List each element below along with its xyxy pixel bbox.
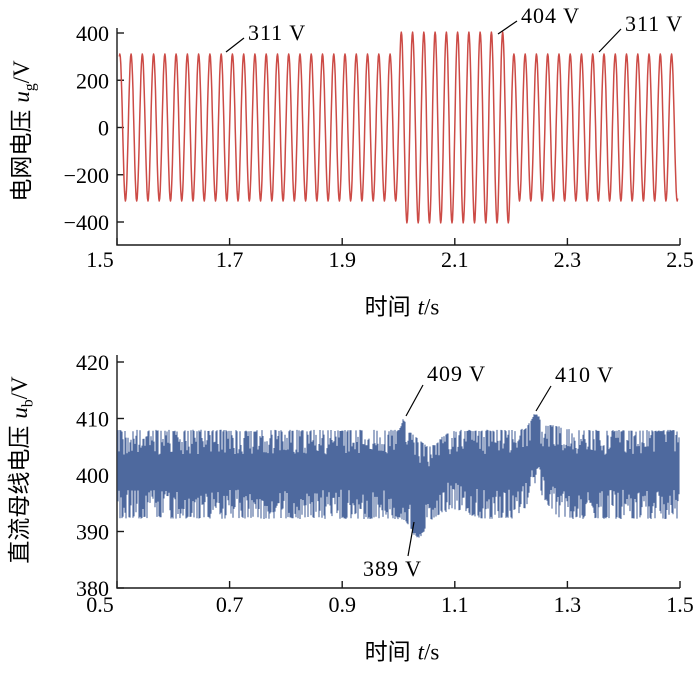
x-label-unit: /s	[424, 639, 440, 665]
annotation-311-v: 311 V	[248, 20, 306, 45]
grid-voltage-chart: 1.5 1.7 1.9 2.1 2.3 2.5 400 200 0 −200 −400 311 V 40…	[64, 3, 694, 272]
x-tick-label: 1.9	[328, 247, 356, 272]
annotation-389-v: 389 V	[363, 556, 422, 581]
annotation-409-v: 409 V	[427, 361, 486, 386]
x-label-symbol: t	[417, 639, 425, 665]
y-label-text: 直流母线电压	[6, 425, 32, 564]
grid-voltage-y-axis-label: 电网电压 ug/V	[8, 60, 39, 202]
x-tick-label: 1.3	[554, 592, 582, 617]
annotation-311-v: 311 V	[625, 11, 683, 36]
grid-voltage-waveform	[118, 31, 679, 224]
dc-bus-x-axis-label: 时间 t/s	[365, 641, 440, 664]
y-tick-label: 0	[98, 116, 109, 141]
annotation-leader	[407, 521, 415, 557]
annotation-leader	[598, 28, 622, 53]
y-tick-label: 420	[76, 350, 109, 375]
y-tick-label: 390	[76, 520, 109, 545]
annotation-leader	[225, 37, 245, 53]
x-tick-label: 0.5	[86, 592, 114, 617]
y-tick-label: 380	[76, 576, 109, 601]
y-label-subscript: b	[19, 399, 37, 408]
dc-bus-voltage-chart: 0.5 0.7 0.9 1.1 1.3 1.5 420 410 400 390 380 409 V 41…	[76, 350, 694, 617]
x-label-unit: /s	[424, 294, 440, 320]
x-tick-label: 2.3	[554, 247, 582, 272]
x-tick-label: 1.1	[441, 592, 469, 617]
y-label-unit: /V	[8, 60, 34, 84]
y-tick-label: 400	[76, 21, 109, 46]
annotation-leader	[405, 384, 424, 417]
x-tick-label: 1.7	[216, 247, 244, 272]
dc-bus-y-axis-label: 直流母线电压 ub/V	[6, 376, 37, 564]
y-label-symbol: u	[8, 91, 34, 103]
x-tick-label: 1.5	[86, 247, 114, 272]
y-tick-label: −400	[64, 210, 109, 235]
grid-voltage-x-axis-label: 时间 t/s	[365, 296, 440, 319]
y-tick-label: 200	[76, 68, 109, 93]
y-tick-label: 410	[76, 407, 109, 432]
annotation-leader	[497, 20, 518, 35]
x-tick-label: 2.5	[666, 247, 694, 272]
x-tick-label: 0.7	[216, 592, 244, 617]
y-label-symbol: u	[6, 407, 32, 419]
annotation-leader	[535, 385, 552, 412]
y-tick-label: 400	[76, 463, 109, 488]
x-tick-label: 1.5	[666, 592, 694, 617]
y-label-text: 电网电压	[8, 109, 34, 202]
annotation-404-v: 404 V	[521, 3, 580, 28]
x-label-text: 时间	[364, 639, 411, 665]
x-tick-label: 2.1	[441, 247, 469, 272]
dc-bus-voltage-waveform	[117, 414, 680, 538]
y-label-subscript: g	[21, 83, 39, 92]
annotation-410-v: 410 V	[555, 362, 614, 387]
y-label-unit: /V	[6, 376, 32, 400]
x-label-symbol: t	[417, 294, 425, 320]
x-tick-label: 0.9	[328, 592, 356, 617]
x-label-text: 时间	[364, 294, 411, 320]
y-tick-label: −200	[64, 163, 109, 188]
